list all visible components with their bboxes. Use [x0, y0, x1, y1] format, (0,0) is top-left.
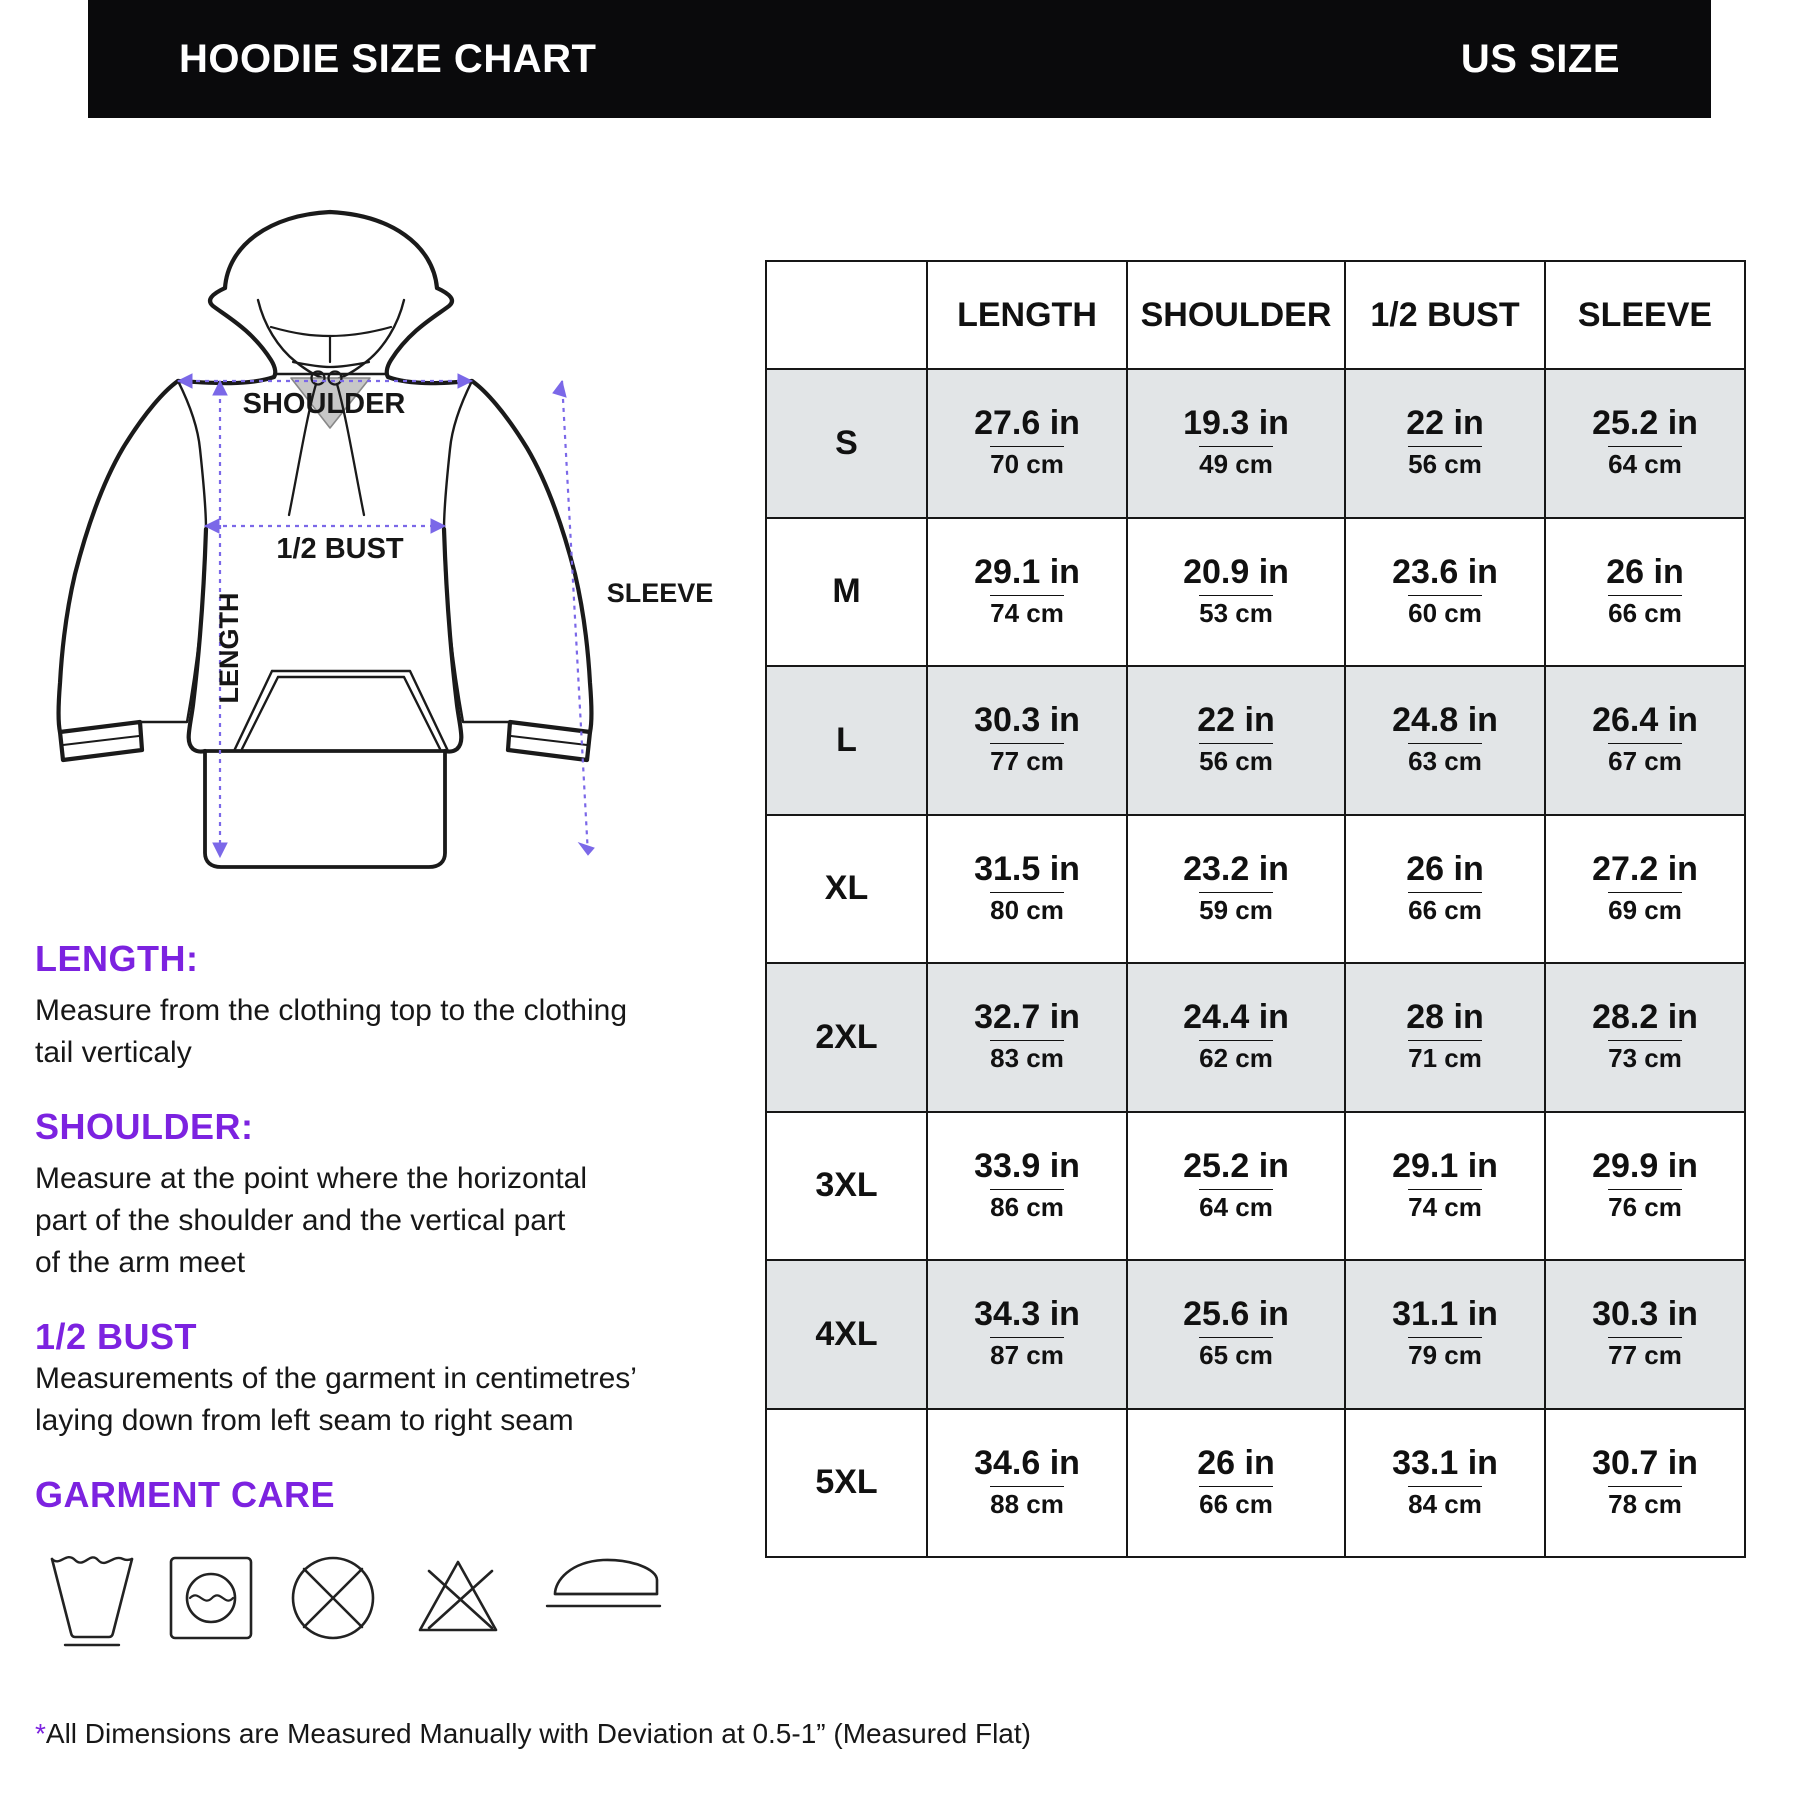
svg-text:SLEEVE: SLEEVE	[607, 578, 714, 608]
svg-text:1/2 BUST: 1/2 BUST	[276, 533, 404, 565]
svg-text:LENGTH: LENGTH	[214, 593, 244, 704]
svg-text:SHOULDER: SHOULDER	[243, 388, 406, 420]
